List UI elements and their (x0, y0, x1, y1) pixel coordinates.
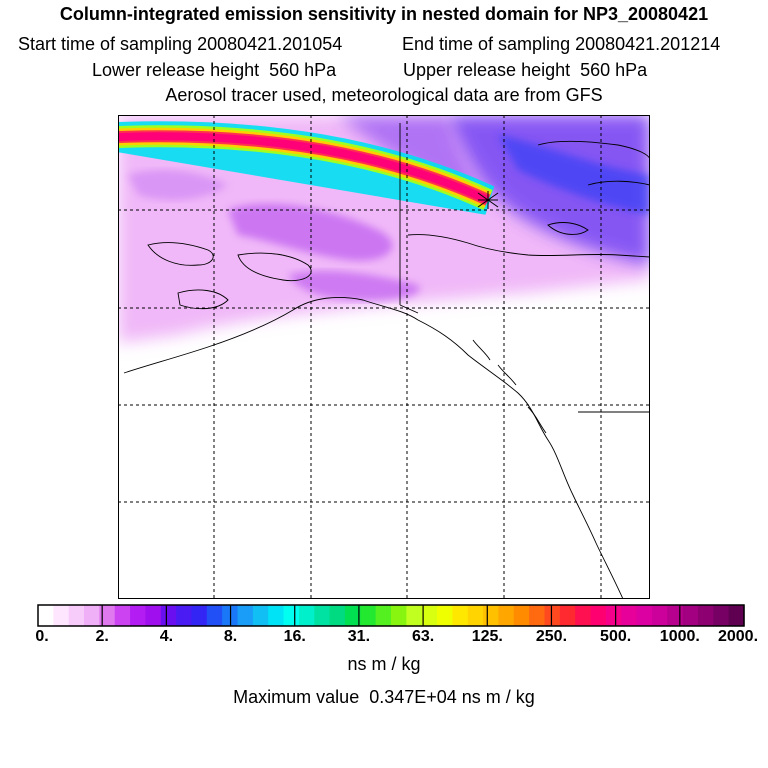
colorbar-cell (145, 605, 162, 626)
colorbar-cell (636, 605, 653, 626)
colorbar-cell (114, 605, 131, 626)
colorbar-cell (498, 605, 515, 626)
release-point-marker (477, 191, 499, 209)
map-title: Column-integrated emission sensitivity i… (59, 4, 709, 24)
colorbar-cell (483, 605, 500, 626)
colorbar-cell (283, 605, 300, 626)
colorbar-cell (667, 605, 684, 626)
colorbar-cell (268, 605, 285, 626)
colorbar-tick-label: 8. (223, 628, 238, 645)
colorbar-cell (728, 605, 745, 626)
colorbar-cell (68, 605, 85, 626)
colorbar-cell (590, 605, 607, 626)
colorbar-cell (53, 605, 70, 626)
colorbar-cell (237, 605, 254, 626)
colorbar-cell (682, 605, 699, 626)
colorbar-cell (452, 605, 469, 626)
colorbar-cell (529, 605, 546, 626)
sensitivity-field (118, 115, 650, 343)
colorbar-units: ns m / kg (347, 654, 421, 674)
colorbar-cell (252, 605, 269, 626)
colorbar-cell (130, 605, 147, 626)
tracer-note: Aerosol tracer used, meteorological data… (165, 85, 603, 105)
maximum-value-label: Maximum value 0.347E+04 ns m / kg (233, 687, 535, 707)
colorbar-cell (298, 605, 315, 626)
colorbar-cell (391, 605, 407, 626)
colorbar-cell (329, 605, 346, 626)
emission-sensitivity-map (118, 115, 650, 599)
coastlines (123, 123, 650, 599)
colorbar-tick-label: 2000. (717, 628, 759, 645)
colorbar-cell (191, 605, 208, 626)
lower-release-label: Lower release height 560 hPa (92, 60, 337, 80)
colorbar-cell (222, 605, 239, 626)
end-time-label: End time of sampling 20080421.201214 (402, 34, 721, 54)
colorbar-cell (421, 605, 438, 626)
colorbar-cell (605, 605, 622, 626)
colorbar-cell (375, 605, 392, 626)
colorbar-cell (651, 605, 668, 626)
colorbar-cell (360, 605, 377, 626)
colorbar-tick-label: 63. (411, 628, 435, 645)
graticule (118, 115, 650, 599)
colorbar-tick-label: 4. (159, 628, 174, 645)
colorbar-cell (406, 605, 423, 626)
colorbar-cell (344, 605, 361, 626)
colorbar-tick-label: 31. (347, 628, 371, 645)
colorbar-cell (176, 605, 193, 626)
colorbar-cell (160, 605, 177, 626)
colorbar-cell (84, 605, 100, 626)
colorbar-cell (467, 605, 484, 626)
map-frame (118, 115, 650, 599)
colorbar-cell (575, 605, 592, 626)
colorbar-tick-label: 16. (283, 628, 306, 645)
colorbar-tick-label: 125. (471, 628, 503, 645)
colorbar-cell (544, 605, 561, 626)
colorbar-cell (697, 605, 714, 626)
start-time-label: Start time of sampling 20080421.201054 (18, 34, 343, 54)
colorbar-cell (314, 605, 331, 626)
colorbar-cell (713, 605, 730, 626)
colorbar-cell (437, 605, 453, 626)
colorbar-tick-label: 500. (600, 628, 632, 645)
colorbar-tick-label: 0. (35, 628, 49, 645)
colorbar-cell (38, 605, 54, 626)
colorbar-cell (621, 605, 638, 626)
upper-release-label: Upper release height 560 hPa (403, 60, 648, 80)
colorbar-frame (37, 604, 745, 627)
colorbar-tick-label: 2. (95, 628, 109, 645)
colorbar-cell (513, 605, 530, 626)
colorbar-cell (99, 605, 116, 626)
colorbar-tick-label: 1000. (659, 628, 700, 645)
colorbar-cell (206, 605, 223, 626)
colorbar-tick-label: 250. (535, 628, 568, 645)
colorbar-cell (559, 605, 576, 626)
